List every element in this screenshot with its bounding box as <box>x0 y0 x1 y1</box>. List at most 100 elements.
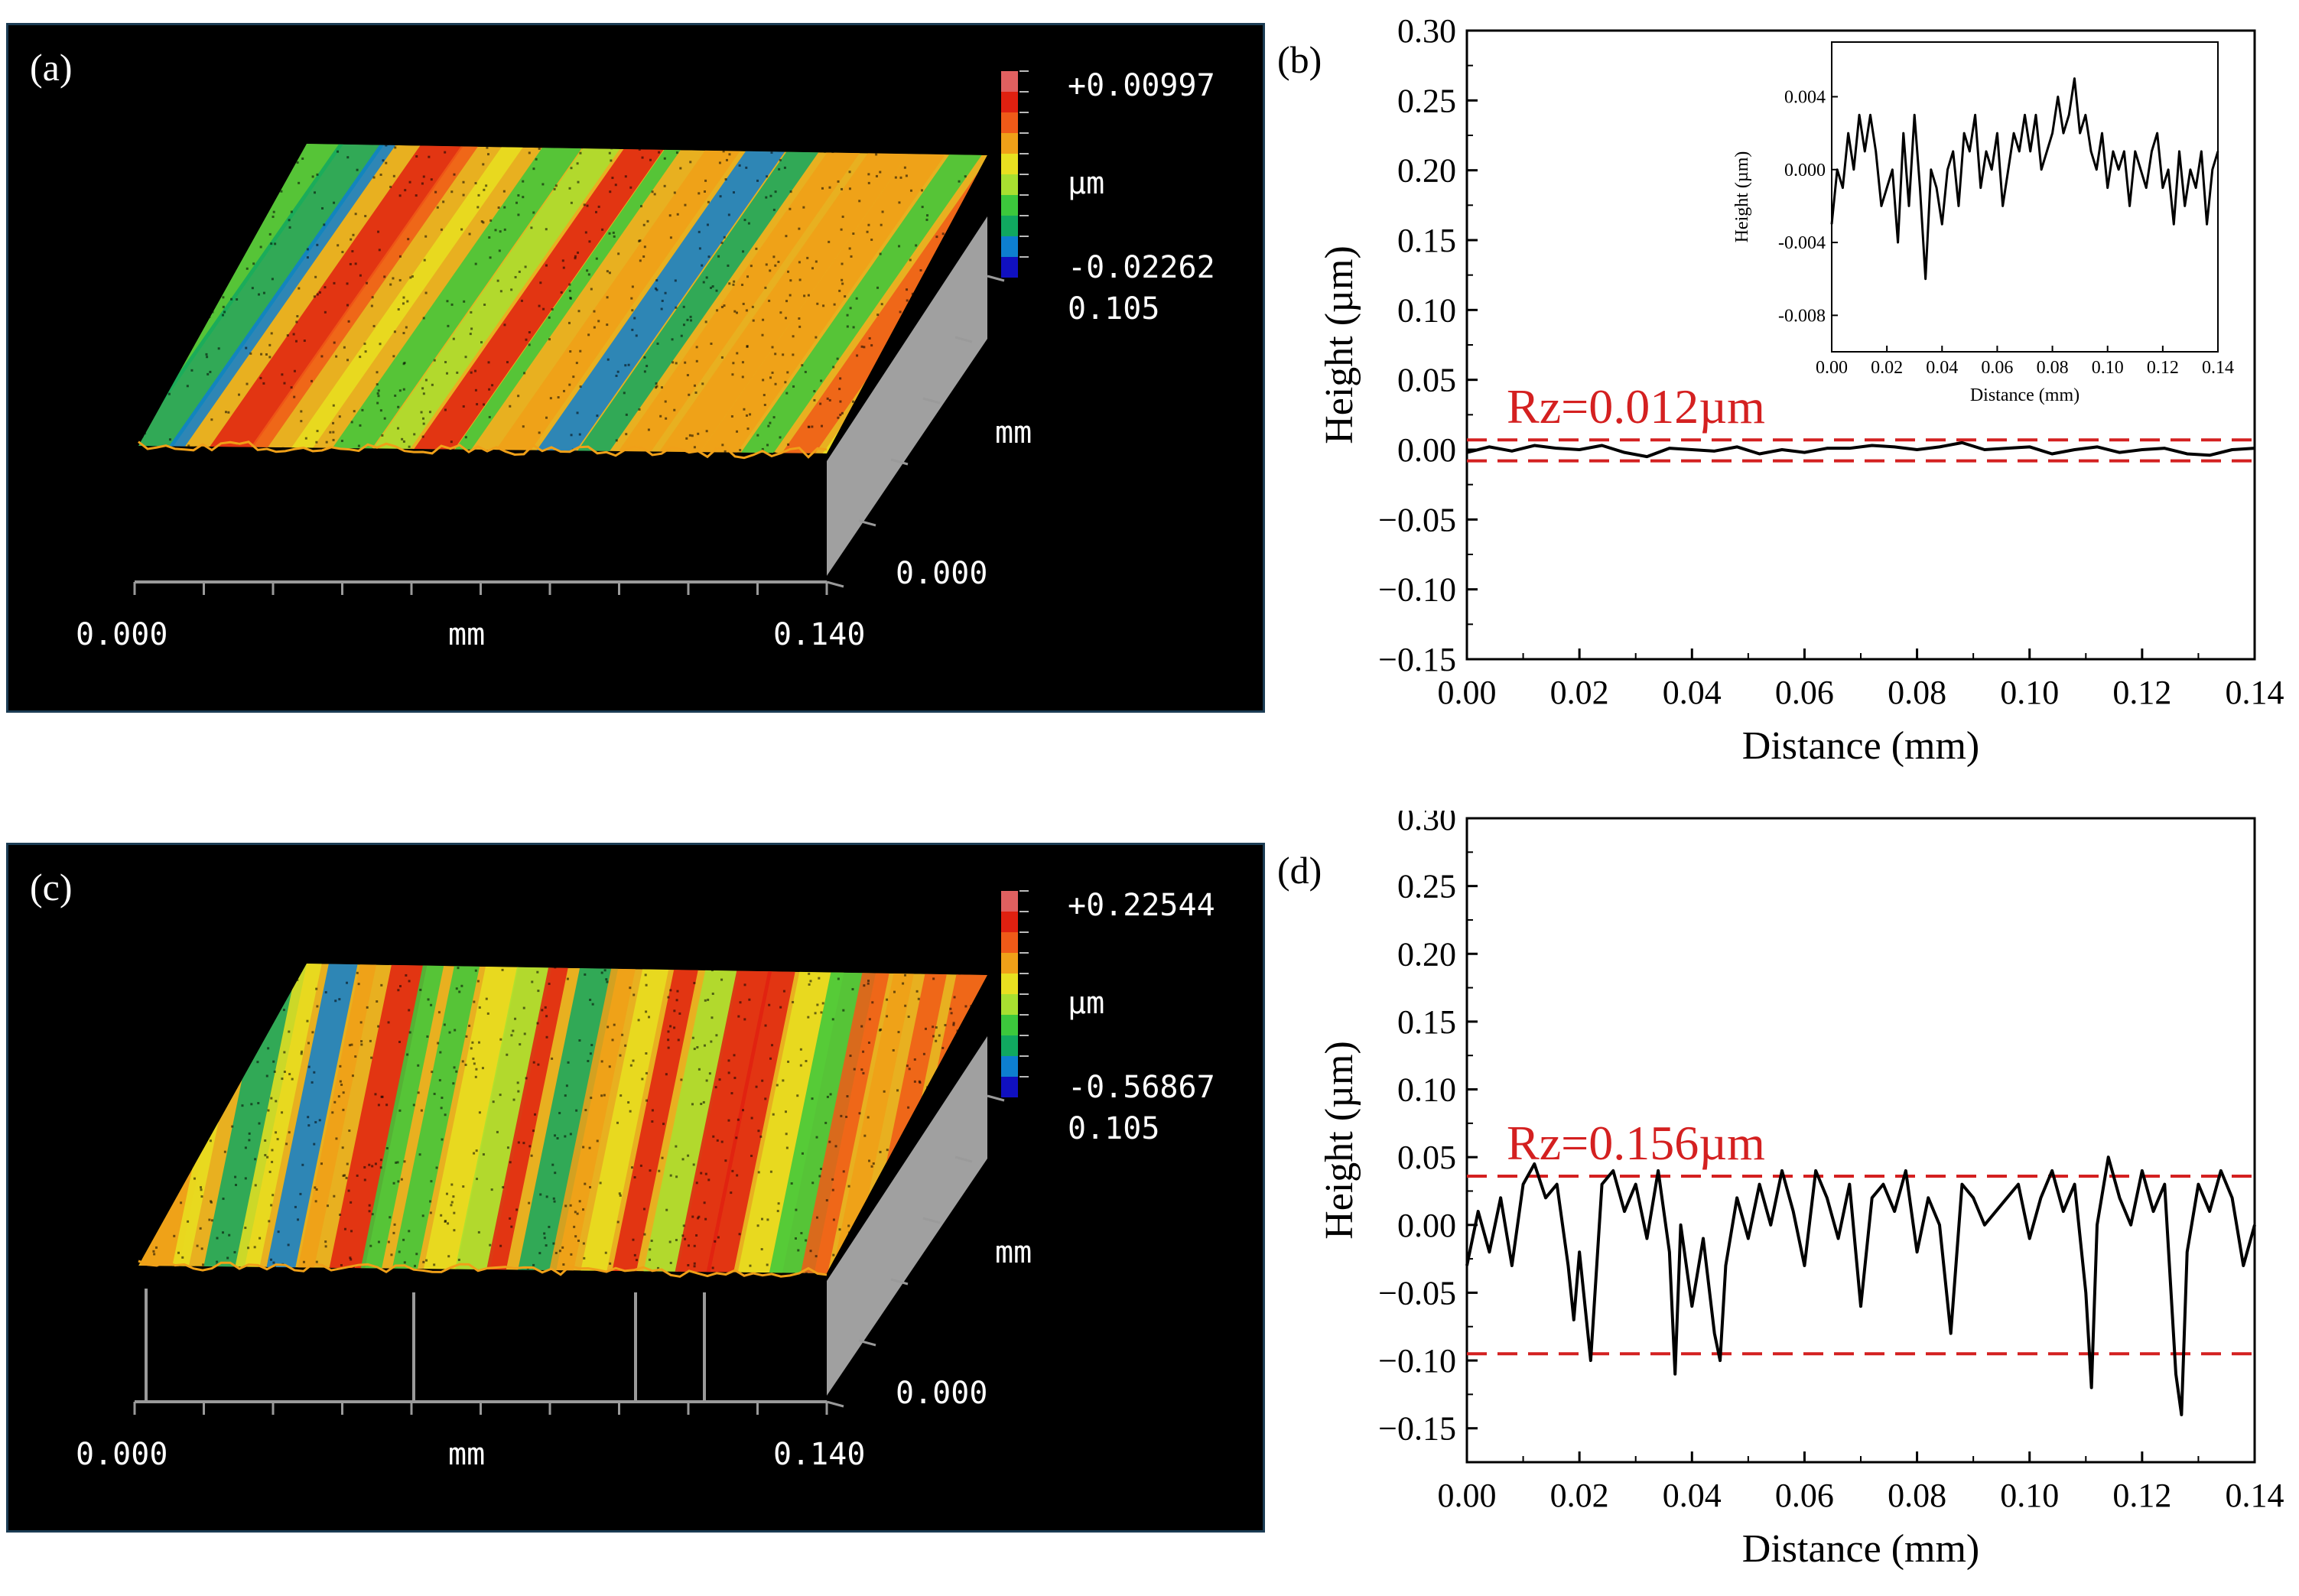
surface-speckle <box>298 181 301 184</box>
surface-speckle <box>359 424 362 427</box>
surface-speckle <box>223 1000 226 1003</box>
surface-speckle <box>383 417 386 420</box>
surface-speckle <box>424 291 428 294</box>
surface-speckle <box>378 249 381 252</box>
surface-speckle <box>525 1077 528 1080</box>
surface-speckle <box>669 1174 672 1177</box>
surface-speckle <box>283 1051 286 1054</box>
surface-speckle <box>342 1174 345 1177</box>
surface-speckle <box>579 151 582 154</box>
surface-speckle <box>324 991 327 994</box>
surface-speckle <box>307 1042 310 1045</box>
surface-speckle <box>818 977 821 980</box>
surface-speckle <box>926 214 929 217</box>
surface-speckle <box>766 1218 769 1221</box>
surface-speckle <box>660 386 663 389</box>
surface-speckle <box>474 388 477 392</box>
surface-speckle <box>156 390 159 393</box>
surface-speckle <box>313 1143 316 1146</box>
surface-speckle <box>789 294 792 297</box>
surface-speckle <box>590 1097 593 1100</box>
surface-speckle <box>346 304 349 307</box>
surface-speckle <box>218 980 221 983</box>
surface-speckle <box>359 274 362 277</box>
surface-speckle <box>730 144 733 145</box>
surface-speckle <box>616 1221 619 1224</box>
surface-speckle <box>624 364 627 367</box>
surface-speckle <box>409 276 412 279</box>
surface-speckle <box>664 291 667 294</box>
surface-speckle <box>285 460 288 463</box>
surface-speckle <box>478 1006 481 1009</box>
surface-speckle <box>209 370 212 373</box>
surface-speckle <box>725 967 728 970</box>
surface-speckle <box>194 1022 197 1026</box>
surface-speckle <box>392 1182 395 1185</box>
surface-speckle <box>542 307 545 310</box>
surface-stripe <box>688 144 961 453</box>
surface-speckle <box>532 1279 535 1282</box>
surface-speckle <box>175 249 178 252</box>
surface-speckle <box>382 159 385 162</box>
surface-speckle <box>633 1253 636 1256</box>
surface-speckle <box>256 1061 259 1064</box>
surface-speckle <box>693 384 696 387</box>
surface-speckle <box>922 439 925 442</box>
surface-speckle <box>363 1165 366 1169</box>
surface-speckle <box>450 303 454 306</box>
surface-speckle <box>698 230 701 233</box>
surface-speckle <box>610 159 613 162</box>
surface-speckle <box>645 1071 648 1074</box>
surface-speckle <box>932 977 935 980</box>
surface-speckle <box>615 439 618 442</box>
surface-speckle <box>742 1109 745 1112</box>
color-scale-segment <box>1001 994 1018 1015</box>
surface-speckle <box>266 1156 269 1159</box>
surface-speckle <box>649 1248 652 1251</box>
surface-speckle <box>983 1172 986 1175</box>
surface-speckle <box>979 990 982 993</box>
surface-speckle <box>837 977 840 980</box>
surface-speckle <box>794 1237 797 1240</box>
surface-speckle <box>552 1242 555 1245</box>
surface-speckle <box>763 403 766 406</box>
surface-speckle <box>711 1266 714 1269</box>
surface-speckle <box>376 401 379 405</box>
surface-speckle <box>742 250 745 253</box>
surface-speckle <box>666 460 668 462</box>
surface-speckle <box>167 271 170 274</box>
surface-speckle <box>763 394 766 397</box>
surface-speckle <box>705 430 708 433</box>
surface-speckle <box>682 1224 685 1227</box>
surface-speckle <box>468 1024 471 1027</box>
surface-speckle <box>967 1011 971 1014</box>
surface-speckle <box>651 1120 654 1123</box>
profile-chart-b: (b)−0.15−0.10−0.050.000.050.100.150.200.… <box>1277 12 2284 768</box>
surface-speckle <box>756 179 759 182</box>
surface-speckle <box>863 1205 867 1208</box>
surface-speckle <box>509 1217 512 1220</box>
surface-speckle <box>151 1209 154 1212</box>
surface-speckle <box>219 247 222 250</box>
surface-speckle <box>162 989 165 992</box>
surface-speckle <box>379 1159 382 1162</box>
surface-speckle <box>156 1098 159 1101</box>
y-axis-label: Height (µm) <box>1318 1041 1361 1240</box>
surface-speckle <box>575 362 578 365</box>
surface-speckle <box>635 334 638 337</box>
panel-label: (b) <box>1277 38 1322 81</box>
surface-speckle <box>689 161 692 164</box>
color-scale-segment <box>1001 195 1018 216</box>
color-scale-segment <box>1001 92 1018 112</box>
surface-speckle <box>209 251 212 254</box>
surface-speckle <box>431 1071 434 1074</box>
surface-speckle <box>716 309 719 312</box>
profile-line <box>1465 1156 2256 1416</box>
surface-speckle <box>860 1025 863 1028</box>
surface-speckle <box>715 289 718 292</box>
surface-speckle <box>205 353 208 356</box>
surface-speckle <box>242 212 246 215</box>
y-tick-label: −0.15 <box>1378 641 1456 678</box>
surface-speckle <box>669 1025 672 1028</box>
surface-speckle <box>316 293 319 296</box>
